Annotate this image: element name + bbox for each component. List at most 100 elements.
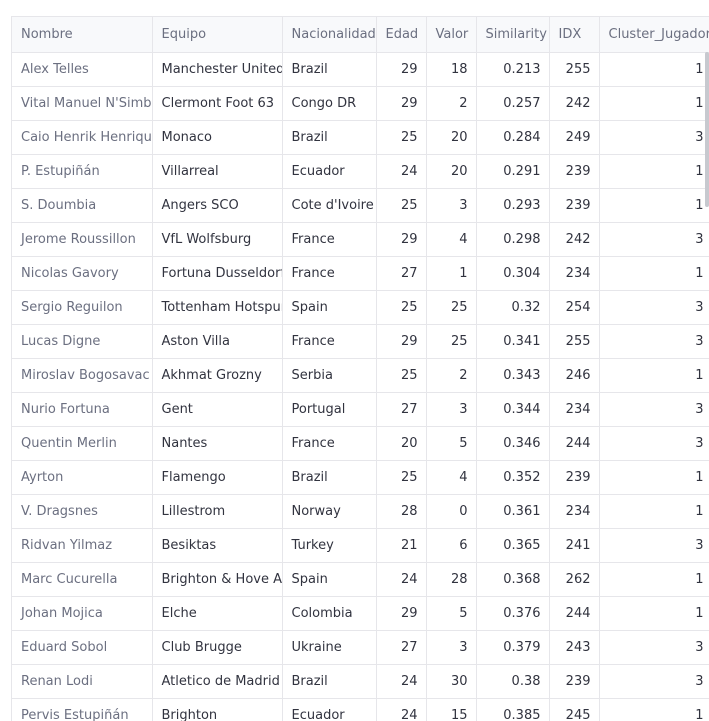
cell-valor[interactable]: 4 [426, 460, 477, 495]
cell-similarity[interactable]: 0.298 [476, 222, 550, 257]
cell-idx[interactable]: 241 [549, 528, 600, 563]
cell-equipo[interactable]: Club Brugge [152, 630, 283, 665]
cell-valor[interactable]: 6 [426, 528, 477, 563]
cell-cluster-jugador[interactable]: 3 [599, 392, 709, 427]
cell-valor[interactable]: 2 [426, 358, 477, 393]
cell-idx[interactable]: 245 [549, 698, 600, 721]
cell-similarity[interactable]: 0.284 [476, 120, 550, 155]
cell-similarity[interactable]: 0.32 [476, 290, 550, 325]
table-row[interactable]: Alex Telles Manchester United Brazil 29 18 0.… [12, 52, 709, 87]
cell-nombre[interactable]: Eduard Sobol [12, 630, 153, 665]
cell-equipo[interactable]: Gent [152, 392, 283, 427]
cell-cluster-jugador[interactable]: 1 [599, 494, 709, 529]
cell-equipo[interactable]: Fortuna Dusseldorf [152, 256, 283, 291]
cell-nacionalidad[interactable]: Ecuador [282, 698, 377, 721]
cell-idx[interactable]: 255 [549, 324, 600, 359]
cell-equipo[interactable]: VfL Wolfsburg [152, 222, 283, 257]
cell-nombre[interactable]: Ridvan Yilmaz [12, 528, 153, 563]
cell-idx[interactable]: 239 [549, 154, 600, 189]
cell-edad[interactable]: 25 [376, 460, 427, 495]
cell-equipo[interactable]: Clermont Foot 63 [152, 86, 283, 121]
cell-cluster-jugador[interactable]: 1 [599, 562, 709, 597]
cell-valor[interactable]: 18 [426, 52, 477, 87]
table-row[interactable]: Quentin Merlin Nantes France 20 5 0.346 244 3 [12, 426, 709, 461]
cell-equipo[interactable]: Monaco [152, 120, 283, 155]
cell-similarity[interactable]: 0.213 [476, 52, 550, 87]
cell-nacionalidad[interactable]: Spain [282, 290, 377, 325]
cell-nombre[interactable]: Quentin Merlin [12, 426, 153, 461]
cell-nombre[interactable]: Vital Manuel N'Simba [12, 86, 153, 121]
cell-idx[interactable]: 244 [549, 596, 600, 631]
cell-cluster-jugador[interactable]: 3 [599, 324, 709, 359]
cell-edad[interactable]: 24 [376, 664, 427, 699]
cell-edad[interactable]: 25 [376, 120, 427, 155]
vertical-scrollbar[interactable] [705, 52, 709, 207]
table-row[interactable]: Nicolas Gavory Fortuna Dusseldorf France 27… [12, 256, 709, 291]
cell-nacionalidad[interactable]: Ecuador [282, 154, 377, 189]
cell-edad[interactable]: 25 [376, 358, 427, 393]
table-row[interactable]: Miroslav Bogosavac Akhmat Grozny Serbia 25 2… [12, 358, 709, 393]
cell-similarity[interactable]: 0.291 [476, 154, 550, 189]
cell-nombre[interactable]: Lucas Digne [12, 324, 153, 359]
cell-nombre[interactable]: V. Dragsnes [12, 494, 153, 529]
cell-edad[interactable]: 27 [376, 392, 427, 427]
table-row[interactable]: S. Doumbia Angers SCO Cote d'Ivoire 25 3 0.29… [12, 188, 709, 223]
cell-equipo[interactable]: Brighton & Hove Albion [152, 562, 283, 597]
cell-cluster-jugador[interactable]: 1 [599, 86, 709, 121]
cell-valor[interactable]: 20 [426, 120, 477, 155]
cell-edad[interactable]: 29 [376, 324, 427, 359]
cell-cluster-jugador[interactable]: 1 [599, 188, 709, 223]
table-row[interactable]: Sergio Reguilon Tottenham Hotspur Spain 25 2… [12, 290, 709, 325]
cell-cluster-jugador[interactable]: 3 [599, 426, 709, 461]
table-row[interactable]: Caio Henrik Henrique Monaco Brazil 25 20 0.28… [12, 120, 709, 155]
cell-edad[interactable]: 20 [376, 426, 427, 461]
cell-nacionalidad[interactable]: Portugal [282, 392, 377, 427]
cell-similarity[interactable]: 0.361 [476, 494, 550, 529]
table-row[interactable]: P. Estupiñán Villarreal Ecuador 24 20 0.291 23… [12, 154, 709, 189]
cell-similarity[interactable]: 0.365 [476, 528, 550, 563]
cell-nombre[interactable]: Nicolas Gavory [12, 256, 153, 291]
cell-edad[interactable]: 29 [376, 52, 427, 87]
cell-edad[interactable]: 24 [376, 698, 427, 721]
table-row[interactable]: Ridvan Yilmaz Besiktas Turkey 21 6 0.365 241 3 [12, 528, 709, 563]
cell-valor[interactable]: 30 [426, 664, 477, 699]
cell-valor[interactable]: 0 [426, 494, 477, 529]
cell-cluster-jugador[interactable]: 1 [599, 698, 709, 721]
cell-similarity[interactable]: 0.385 [476, 698, 550, 721]
cell-nacionalidad[interactable]: Norway [282, 494, 377, 529]
cell-edad[interactable]: 25 [376, 290, 427, 325]
cell-nacionalidad[interactable]: Congo DR [282, 86, 377, 121]
cell-edad[interactable]: 27 [376, 256, 427, 291]
cell-idx[interactable]: 244 [549, 426, 600, 461]
cell-idx[interactable]: 234 [549, 256, 600, 291]
cell-nombre[interactable]: Nurio Fortuna [12, 392, 153, 427]
cell-similarity[interactable]: 0.344 [476, 392, 550, 427]
cell-edad[interactable]: 24 [376, 562, 427, 597]
column-header-edad[interactable]: Edad [376, 17, 427, 53]
cell-similarity[interactable]: 0.304 [476, 256, 550, 291]
cell-cluster-jugador[interactable]: 1 [599, 52, 709, 87]
cell-equipo[interactable]: Manchester United [152, 52, 283, 87]
cell-valor[interactable]: 5 [426, 596, 477, 631]
cell-edad[interactable]: 24 [376, 154, 427, 189]
cell-idx[interactable]: 243 [549, 630, 600, 665]
cell-edad[interactable]: 29 [376, 86, 427, 121]
cell-equipo[interactable]: Besiktas [152, 528, 283, 563]
cell-edad[interactable]: 28 [376, 494, 427, 529]
cell-valor[interactable]: 2 [426, 86, 477, 121]
cell-edad[interactable]: 27 [376, 630, 427, 665]
cell-equipo[interactable]: Tottenham Hotspur [152, 290, 283, 325]
cell-cluster-jugador[interactable]: 3 [599, 290, 709, 325]
column-header-equipo[interactable]: Equipo [152, 17, 283, 53]
cell-cluster-jugador[interactable]: 1 [599, 460, 709, 495]
cell-nacionalidad[interactable]: Brazil [282, 460, 377, 495]
column-header-nombre[interactable]: Nombre [12, 17, 153, 53]
cell-nombre[interactable]: Johan Mojica [12, 596, 153, 631]
cell-nombre[interactable]: Marc Cucurella [12, 562, 153, 597]
cell-cluster-jugador[interactable]: 1 [599, 596, 709, 631]
cell-valor[interactable]: 3 [426, 392, 477, 427]
cell-equipo[interactable]: Aston Villa [152, 324, 283, 359]
cell-idx[interactable]: 262 [549, 562, 600, 597]
cell-valor[interactable]: 4 [426, 222, 477, 257]
